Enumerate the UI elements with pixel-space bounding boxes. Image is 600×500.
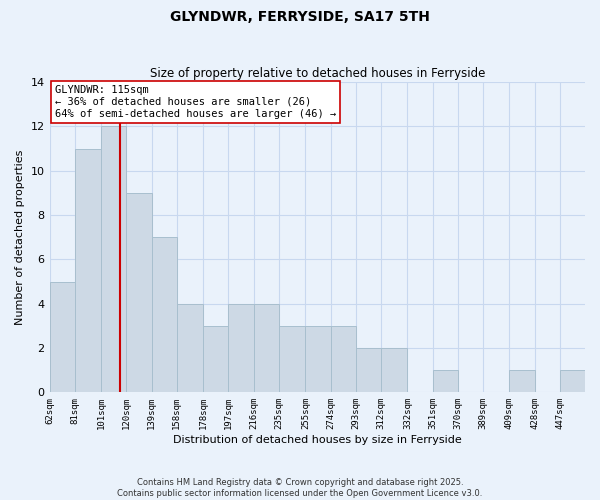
Bar [509, 370, 535, 392]
Bar [101, 126, 127, 392]
Bar [229, 304, 254, 392]
Bar [433, 370, 458, 392]
Bar [305, 326, 331, 392]
Bar [75, 148, 101, 392]
Text: GLYNDWR, FERRYSIDE, SA17 5TH: GLYNDWR, FERRYSIDE, SA17 5TH [170, 10, 430, 24]
Bar [254, 304, 279, 392]
Title: Size of property relative to detached houses in Ferryside: Size of property relative to detached ho… [149, 66, 485, 80]
Bar [152, 237, 177, 392]
Text: Contains HM Land Registry data © Crown copyright and database right 2025.
Contai: Contains HM Land Registry data © Crown c… [118, 478, 482, 498]
Bar [331, 326, 356, 392]
Bar [203, 326, 229, 392]
Bar [279, 326, 305, 392]
Bar [560, 370, 585, 392]
Text: GLYNDWR: 115sqm
← 36% of detached houses are smaller (26)
64% of semi-detached h: GLYNDWR: 115sqm ← 36% of detached houses… [55, 86, 336, 118]
Bar [381, 348, 407, 393]
Bar [177, 304, 203, 392]
Bar [50, 282, 75, 393]
Y-axis label: Number of detached properties: Number of detached properties [15, 150, 25, 325]
Bar [127, 193, 152, 392]
Bar [356, 348, 381, 393]
X-axis label: Distribution of detached houses by size in Ferryside: Distribution of detached houses by size … [173, 435, 461, 445]
